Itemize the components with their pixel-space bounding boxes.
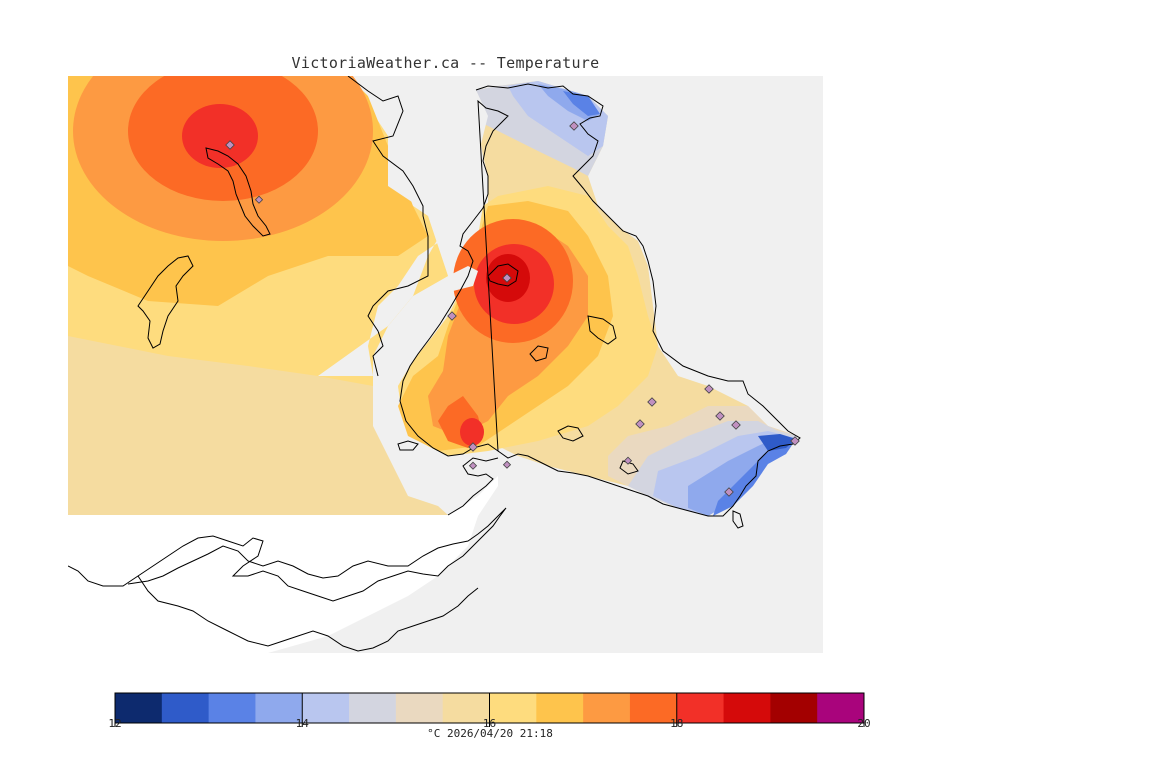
coastline-south-landmass-lower [137,575,479,652]
coastline-harbour [487,263,519,287]
legend-caption: °C 2026/04/20 21:18 [427,727,553,740]
station-marker[interactable] [704,384,714,394]
colorbar-swatch [302,693,350,723]
coastlines [68,76,801,652]
colorbar-swatch [442,693,490,723]
colorbar-swatch [489,693,537,723]
western-temperature-field [68,76,448,515]
station-marker[interactable] [623,456,633,465]
station-marker[interactable] [254,195,264,204]
colorbar-swatch [629,693,678,723]
colorbar [114,692,865,727]
inland-water [318,76,488,376]
colorbar-swatch [349,693,397,723]
colorbar-tick-label: 20 [857,717,871,730]
station-marker[interactable] [635,419,645,429]
colorbar-swatch [817,693,865,723]
coastline-southern-shore [447,457,499,516]
colorbar-swatch [676,693,725,723]
temperature-map[interactable] [68,76,823,653]
weather-stations [225,121,800,497]
colorbar-tick-label: 16 [482,717,497,730]
unshaded-water [68,476,498,653]
station-marker[interactable] [790,436,800,446]
coastline-lake [205,147,271,237]
colorbar-swatch [395,693,444,723]
coastline-west-island [137,255,194,349]
map-title: VictoriaWeather.ca -- Temperature [291,54,600,72]
colorbar-swatch [723,693,771,723]
eastern-temperature-field [398,81,798,516]
colorbar-swatch [115,693,163,723]
station-marker[interactable] [468,461,478,470]
station-marker[interactable] [468,442,478,452]
coastline-small-islands [397,315,617,451]
colorbar-swatch [770,693,818,723]
station-marker[interactable] [502,460,512,469]
coastline-northwest [347,76,429,377]
station-marker[interactable] [569,121,579,131]
colorbar-swatch [583,693,631,723]
colorbar-tick-label: 18 [670,717,684,730]
station-marker[interactable] [502,273,512,283]
station-marker[interactable] [225,140,235,150]
colorbar-swatch [208,693,256,723]
coastline-inlet [399,99,509,457]
station-marker[interactable] [731,420,741,430]
station-marker[interactable] [647,397,657,407]
coastline-south-landmass [68,507,507,602]
colorbar-swatch [161,693,210,723]
colorbar-swatch [536,693,584,723]
colorbar-swatch [255,693,303,723]
station-marker[interactable] [715,411,725,421]
colorbar-tick-label: 14 [295,717,309,730]
colorbar-tick-label: 12 [108,717,122,730]
coastline-southeast-spit [557,425,744,529]
station-marker[interactable] [724,487,734,497]
coastline-east-peninsula [475,83,801,517]
station-marker[interactable] [447,311,457,321]
